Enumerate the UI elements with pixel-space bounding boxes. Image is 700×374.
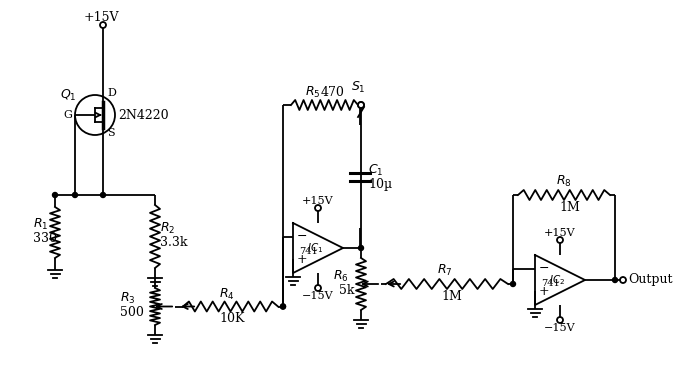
Circle shape xyxy=(281,304,286,309)
Circle shape xyxy=(52,193,57,197)
Text: $R_5$: $R_5$ xyxy=(305,85,321,99)
Text: +15V: +15V xyxy=(83,10,119,24)
Text: 330: 330 xyxy=(33,232,57,245)
Circle shape xyxy=(358,245,363,251)
Text: $R_8$: $R_8$ xyxy=(556,174,572,188)
Text: 741: 741 xyxy=(542,279,561,288)
Circle shape xyxy=(557,317,563,323)
Text: 5k: 5k xyxy=(339,283,354,297)
Text: −15V: −15V xyxy=(302,291,334,301)
Text: $R_2$: $R_2$ xyxy=(160,221,175,236)
Text: S: S xyxy=(107,128,115,138)
Text: $R_6$: $R_6$ xyxy=(333,269,349,283)
Text: 500: 500 xyxy=(120,306,144,319)
Text: Output: Output xyxy=(628,273,673,286)
Circle shape xyxy=(557,237,563,243)
Text: $Q_1$: $Q_1$ xyxy=(60,88,76,102)
Text: −15V: −15V xyxy=(544,323,575,333)
Text: 3.3k: 3.3k xyxy=(160,236,188,249)
Circle shape xyxy=(315,205,321,211)
Text: $C_1$: $C_1$ xyxy=(368,163,384,178)
Text: G: G xyxy=(63,110,72,120)
Text: 1M: 1M xyxy=(559,200,580,214)
Circle shape xyxy=(281,304,286,309)
Text: 10µ: 10µ xyxy=(368,178,392,191)
Text: −: − xyxy=(297,230,307,243)
Text: +: + xyxy=(539,285,550,298)
Circle shape xyxy=(620,277,626,283)
Text: $IC_1$: $IC_1$ xyxy=(307,241,323,255)
Text: 2N4220: 2N4220 xyxy=(118,108,169,122)
Circle shape xyxy=(73,193,78,197)
Text: $R_1$: $R_1$ xyxy=(33,217,48,232)
Text: $R_7$: $R_7$ xyxy=(437,263,453,278)
Text: $IC_2$: $IC_2$ xyxy=(549,273,565,287)
Circle shape xyxy=(358,102,364,108)
Circle shape xyxy=(358,102,364,108)
Circle shape xyxy=(315,285,321,291)
Circle shape xyxy=(101,193,106,197)
Text: +: + xyxy=(297,253,307,266)
Text: $R_3$: $R_3$ xyxy=(120,291,136,306)
Text: +15V: +15V xyxy=(302,196,334,206)
Text: D: D xyxy=(107,88,116,98)
Text: 1M: 1M xyxy=(441,289,462,303)
Text: +15V: +15V xyxy=(544,228,575,238)
Text: 10K: 10K xyxy=(219,312,244,325)
Text: $R_4$: $R_4$ xyxy=(219,287,234,302)
Text: −: − xyxy=(539,262,550,275)
Circle shape xyxy=(510,282,515,286)
Circle shape xyxy=(100,22,106,28)
Text: $S_1$: $S_1$ xyxy=(351,79,365,95)
Text: 470: 470 xyxy=(321,86,345,98)
Circle shape xyxy=(612,278,617,282)
Text: 741: 741 xyxy=(300,246,318,255)
